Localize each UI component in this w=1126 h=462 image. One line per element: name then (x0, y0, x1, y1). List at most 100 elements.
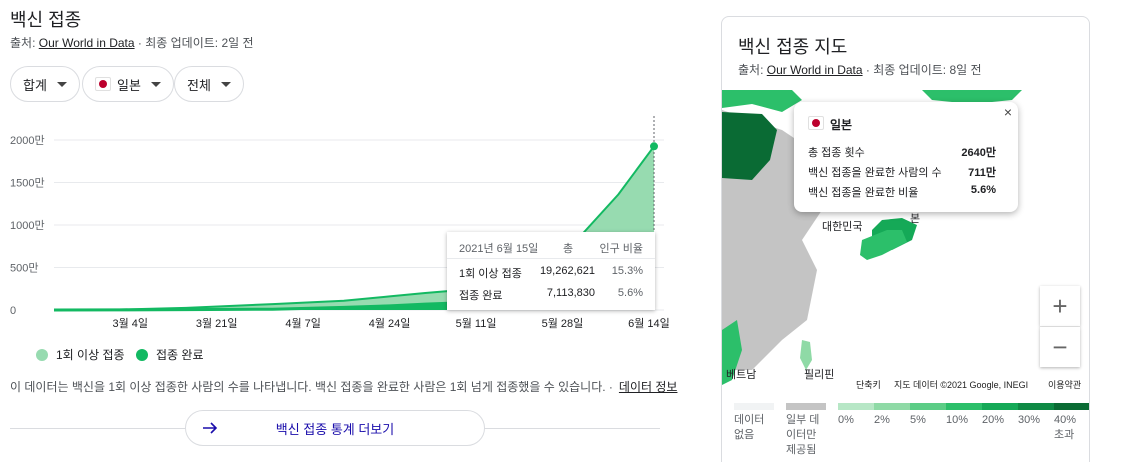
page-title: 백신 접종 (10, 10, 82, 30)
popup-row-label: 총 접종 횟수 (808, 147, 865, 159)
source-line: 출처: Our World in Data · 최종 업데이트: 2일 전 (10, 34, 254, 51)
chevron-down-icon (150, 81, 161, 87)
filter-scope-dropdown[interactable]: 전체 (174, 66, 244, 102)
data-info-link[interactable]: 데이터 정보 (618, 380, 678, 394)
map-region-japan (860, 230, 907, 260)
map-terms-link[interactable]: 이용약관 (1048, 380, 1082, 390)
y-tick-label: 1500만 (10, 177, 45, 190)
x-tick-label: 5월 11일 (456, 316, 497, 330)
popup-row-value: 2640만 (961, 147, 996, 159)
tooltip-row1-ratio: 15.3% (611, 265, 643, 277)
source-link[interactable]: Our World in Data (38, 36, 135, 50)
x-tick-label: 5월 28일 (542, 316, 584, 330)
x-tick-label: 4월 24일 (369, 316, 411, 330)
scale-swatch (874, 403, 910, 410)
legend-dot-first-dose (36, 348, 48, 361)
legend-item-first-dose[interactable]: 1회 이상 접종 (36, 346, 125, 363)
scale-swatch (1054, 403, 1089, 410)
map-region-russia (722, 90, 802, 112)
popup-row: 백신 접종을 완료한 비율 5.6% (808, 184, 996, 202)
scale-label: 2% (874, 414, 890, 426)
legend-item-complete[interactable]: 접종 완료 (136, 346, 204, 363)
map-region-vietnam (722, 320, 742, 385)
x-tick-label: 6월 14일 (628, 316, 670, 330)
map-attribution: 지도 데이터 ©2021 Google, INEGI (894, 380, 1029, 390)
japan-flag-icon (808, 116, 824, 130)
filter-total-dropdown[interactable]: 합계 (10, 66, 80, 102)
map-shortcuts-link[interactable]: 단축키 (856, 380, 881, 390)
map-label-vietnam: 베트남 (726, 369, 757, 381)
zoom-out-button[interactable]: − (1040, 327, 1080, 367)
scale-label: 10% (946, 414, 969, 426)
map-update-time: · 최종 업데이트: 8일 전 (862, 63, 982, 77)
scale-label: 5% (910, 414, 926, 426)
data-note-text: 이 데이터는 백신을 1회 이상 접종한 사람의 수를 나타냅니다. 백신 접종… (10, 380, 613, 394)
map-label-korea: 대한민국 (822, 221, 863, 233)
popup-row-value: 711만 (968, 167, 996, 179)
scale-label: 일부 데 이터만 제공됨 (786, 414, 820, 456)
data-note: 이 데이터는 백신을 1회 이상 접종한 사람의 수를 나타냅니다. 백신 접종… (10, 378, 677, 395)
map-region-philippines (800, 340, 812, 370)
map-footer: 단축키 지도 데이터 ©2021 Google, INEGI 이용약관 (722, 374, 1089, 394)
scale-swatch (910, 403, 946, 410)
popup-row: 백신 접종을 완료한 사람의 수 711만 (808, 164, 996, 182)
x-tick-label: 3월 4일 (112, 316, 148, 330)
legend-dot-complete (136, 348, 148, 361)
filter-country-label: 일본 (117, 77, 141, 93)
map-source-prefix: 출처: (738, 63, 767, 77)
chevron-down-icon (220, 81, 231, 87)
update-time: · 최종 업데이트: 2일 전 (134, 36, 254, 50)
zoom-divider (1040, 326, 1080, 327)
map-region-mongolia (722, 112, 777, 180)
source-prefix: 출처: (10, 36, 39, 50)
x-tick-label: 3월 21일 (196, 316, 238, 330)
tooltip-date: 2021년 6월 15일 (459, 243, 539, 255)
scale-swatch (786, 403, 826, 410)
map-label-philippines: 필리핀 (804, 369, 835, 381)
tooltip-col-total: 총 (563, 243, 574, 255)
popup-country: 일본 (830, 118, 853, 132)
filter-total-label: 합계 (23, 77, 47, 93)
scale-label: 0% (838, 414, 854, 426)
map-title: 백신 접종 지도 (738, 37, 848, 57)
map-card: 백신 접종 지도 출처: Our World in Data · 최종 업데이트… (721, 16, 1090, 462)
tooltip-row2-total: 7,113,830 (546, 287, 595, 299)
scale-label: 40% 초과 (1054, 414, 1077, 441)
map-source-link[interactable]: Our World in Data (766, 63, 863, 77)
japan-flag-icon (95, 77, 111, 91)
tooltip-row1-total: 19,262,621 (539, 265, 595, 277)
scale-swatch (1018, 403, 1054, 410)
popup-row: 총 접종 횟수 2640만 (808, 144, 996, 162)
close-icon[interactable]: × (1003, 104, 1012, 120)
chevron-down-icon (56, 81, 67, 87)
more-stats-label: 백신 접종 통계 더보기 (275, 421, 395, 437)
filter-scope-label: 전체 (187, 77, 211, 93)
popup-row-label: 백신 접종을 완료한 비율 (808, 187, 919, 199)
filter-country-dropdown[interactable]: 일본 (82, 66, 174, 102)
scale-swatch (838, 403, 874, 410)
vaccination-map[interactable]: × 일본 총 접종 횟수 2640만 백신 접종을 완료한 사람의 수 711만… (722, 90, 1089, 395)
tooltip-row2-label: 접종 완료 (459, 290, 503, 302)
scale-label: 20% (982, 414, 1005, 426)
scale-swatch (734, 403, 774, 410)
scale-swatch (946, 403, 982, 410)
map-source-line: 출처: Our World in Data · 최종 업데이트: 8일 전 (738, 61, 982, 78)
scale-swatch (982, 403, 1018, 410)
map-popup: × 일본 총 접종 횟수 2640만 백신 접종을 완료한 사람의 수 711만… (794, 102, 1018, 212)
y-tick-label: 0 (10, 305, 16, 317)
tooltip-row2-ratio: 5.6% (617, 287, 643, 299)
y-tick-label: 500만 (10, 262, 38, 275)
zoom-in-button[interactable]: + (1040, 286, 1080, 326)
tooltip-row1-label: 1회 이상 접종 (459, 268, 522, 280)
tooltip-col-ratio: 인구 비율 (599, 243, 643, 255)
more-stats-button[interactable]: 백신 접종 통계 더보기 (185, 410, 485, 446)
arrow-right-icon (203, 422, 218, 434)
scale-label: 데이터 없음 (734, 414, 765, 441)
highlight-point (650, 142, 658, 151)
scale-label: 30% (1018, 414, 1041, 426)
popup-row-value: 5.6% (970, 184, 996, 196)
map-region-russia-east (922, 90, 1022, 104)
map-color-scale: 데이터 없음 일부 데 이터만 제공됨 0% 2% 5% 10% 20% 30% 40% 초과 (722, 393, 1089, 462)
chart-tooltip: 2021년 6월 15일 총 인구 비율 1회 이상 접종 19,262,621… (447, 232, 655, 310)
legend-label-complete: 접종 완료 (156, 348, 204, 362)
